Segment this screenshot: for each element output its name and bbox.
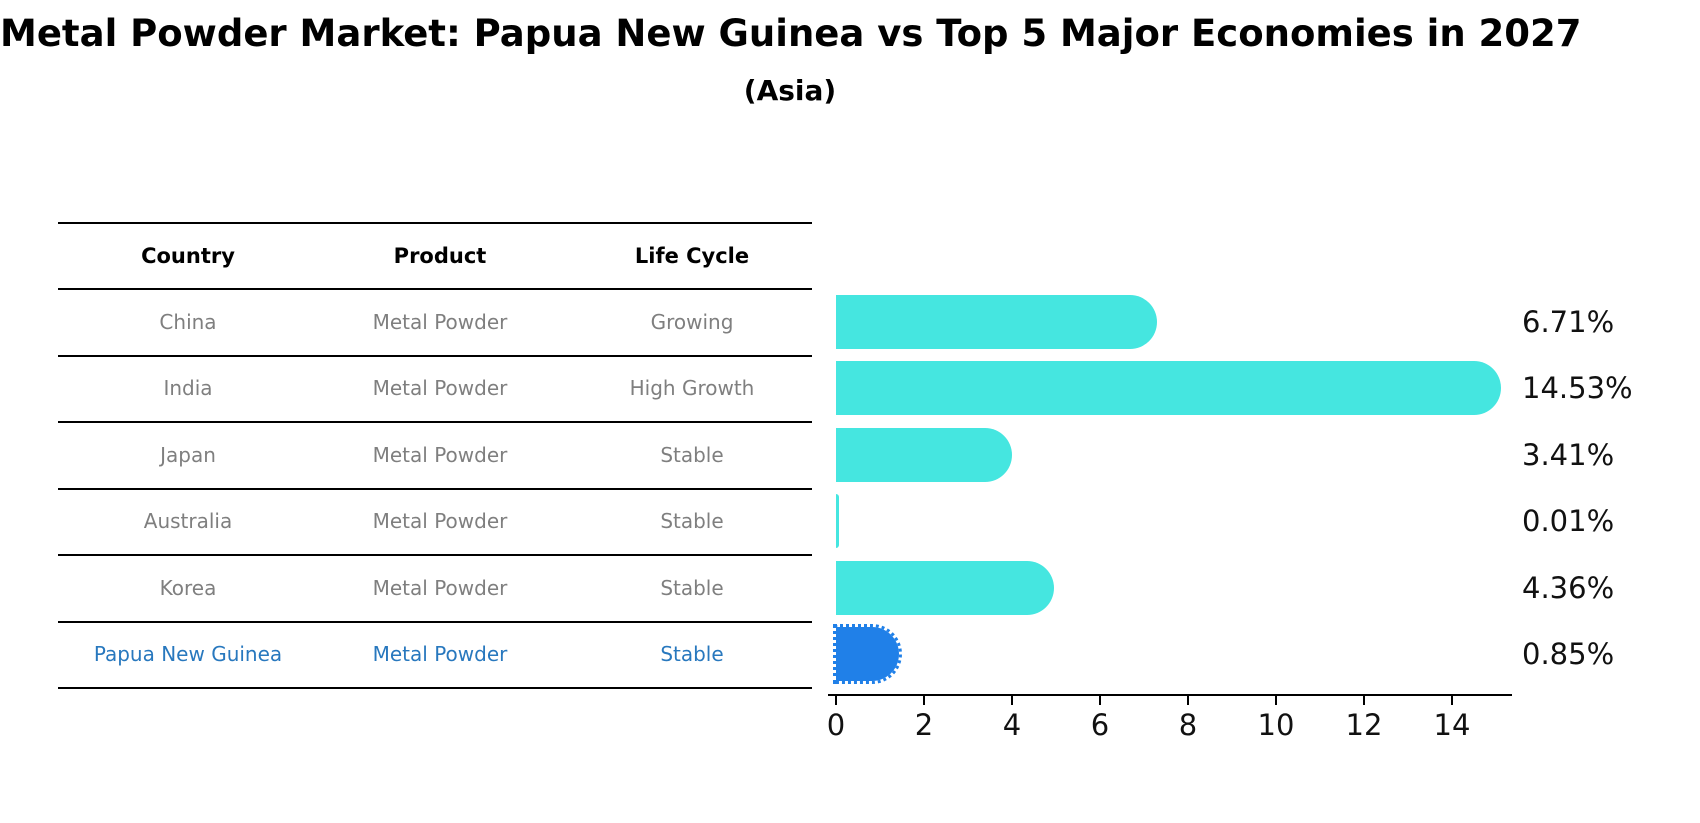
cell-country: Papua New Guinea bbox=[93, 642, 283, 666]
x-tick bbox=[1099, 696, 1101, 705]
table-rule bbox=[58, 488, 812, 490]
x-tick-label: 10 bbox=[1257, 708, 1295, 742]
table-rule bbox=[58, 621, 812, 623]
x-tick-label: 6 bbox=[1090, 708, 1110, 742]
cell-product: Metal Powder bbox=[372, 576, 508, 600]
x-tick bbox=[835, 696, 837, 705]
bar-china bbox=[836, 295, 1157, 349]
value-label: 14.53% bbox=[1522, 371, 1633, 405]
x-axis-line bbox=[828, 694, 1512, 696]
x-tick-label: 8 bbox=[1178, 708, 1198, 742]
cell-product: Metal Powder bbox=[372, 642, 508, 666]
x-tick bbox=[1011, 696, 1013, 705]
value-label: 6.71% bbox=[1522, 305, 1615, 339]
value-label: 4.36% bbox=[1522, 571, 1615, 605]
cell-life-cycle: Stable bbox=[660, 576, 724, 600]
x-tick bbox=[1451, 696, 1453, 705]
cell-life-cycle: Growing bbox=[650, 310, 734, 334]
x-tick-label: 4 bbox=[1002, 708, 1022, 742]
x-tick-label: 0 bbox=[826, 708, 846, 742]
cell-country: China bbox=[159, 310, 217, 334]
cell-country: Australia bbox=[143, 509, 233, 533]
table-header-life-cycle: Life Cycle bbox=[634, 244, 750, 268]
bar-australia bbox=[836, 494, 839, 548]
table-rule bbox=[58, 222, 812, 224]
value-label: 0.85% bbox=[1522, 637, 1615, 671]
x-tick-label: 2 bbox=[914, 708, 934, 742]
x-tick-label: 12 bbox=[1345, 708, 1383, 742]
x-tick bbox=[1275, 696, 1277, 705]
table-header-product: Product bbox=[393, 244, 487, 268]
x-tick bbox=[1187, 696, 1189, 705]
bar-japan bbox=[836, 428, 1012, 482]
cell-life-cycle: High Growth bbox=[629, 376, 755, 400]
table-header-country: Country bbox=[141, 244, 235, 268]
cell-product: Metal Powder bbox=[372, 310, 508, 334]
cell-life-cycle: Stable bbox=[660, 509, 724, 533]
cell-country: Japan bbox=[160, 443, 216, 467]
table-rule bbox=[58, 421, 812, 423]
x-tick bbox=[923, 696, 925, 705]
cell-product: Metal Powder bbox=[372, 443, 508, 467]
table-rule bbox=[58, 687, 812, 689]
cell-country: Korea bbox=[159, 576, 217, 600]
table-rule bbox=[58, 288, 812, 290]
value-label: 0.01% bbox=[1522, 504, 1615, 538]
cell-life-cycle: Stable bbox=[660, 443, 724, 467]
x-tick bbox=[1363, 696, 1365, 705]
page-title: Metal Powder Market: Papua New Guinea vs… bbox=[0, 12, 1582, 55]
page-subtitle: (Asia) bbox=[743, 74, 837, 107]
x-tick-label: 14 bbox=[1433, 708, 1471, 742]
cell-product: Metal Powder bbox=[372, 376, 508, 400]
value-label: 3.41% bbox=[1522, 438, 1615, 472]
table-rule bbox=[58, 355, 812, 357]
bar-korea bbox=[836, 561, 1054, 615]
cell-life-cycle: Stable bbox=[660, 642, 724, 666]
bar-papua-new-guinea bbox=[833, 624, 902, 684]
bar-india bbox=[836, 361, 1501, 415]
table-rule bbox=[58, 554, 812, 556]
cell-country: India bbox=[163, 376, 213, 400]
cell-product: Metal Powder bbox=[372, 509, 508, 533]
